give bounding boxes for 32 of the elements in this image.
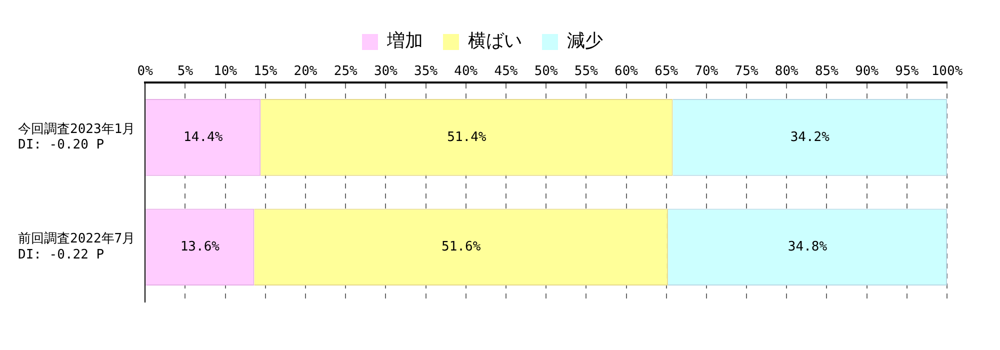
x-tick-label: 85% bbox=[814, 64, 839, 80]
y-tick-label: 前回調査2022年7月 DI: -0.22 P bbox=[18, 232, 136, 262]
x-tick-label: 60% bbox=[614, 64, 638, 80]
x-tick-label: 10% bbox=[214, 64, 238, 80]
x-tick-label: 55% bbox=[574, 64, 598, 80]
data-label: 13.6% bbox=[180, 240, 220, 255]
legend-label: 減少 bbox=[567, 30, 603, 52]
data-label: 51.6% bbox=[442, 240, 481, 255]
x-tick-label: 95% bbox=[895, 64, 919, 80]
x-tick-label: 15% bbox=[254, 64, 278, 80]
legend-label: 横ばい bbox=[468, 30, 522, 52]
data-label: 34.8% bbox=[788, 240, 828, 255]
y-tick-label: 今回調査2023年1月 DI: -0.20 P bbox=[18, 122, 136, 153]
x-tick-label: 50% bbox=[534, 64, 558, 80]
x-tick-label: 25% bbox=[334, 64, 358, 80]
x-tick-label: 40% bbox=[454, 64, 478, 80]
data-label: 51.4% bbox=[447, 130, 486, 145]
x-tick-label: 5% bbox=[177, 64, 194, 80]
x-tick-label: 0% bbox=[137, 64, 154, 80]
x-tick-label: 45% bbox=[494, 64, 518, 80]
legend-label: 増加 bbox=[386, 30, 423, 52]
x-tick-label: 70% bbox=[694, 64, 718, 80]
x-tick-label: 100% bbox=[931, 64, 963, 80]
data-label: 34.2% bbox=[790, 130, 830, 145]
x-tick-label: 80% bbox=[774, 64, 799, 80]
x-tick-label: 20% bbox=[294, 64, 318, 80]
x-tick-label: 30% bbox=[374, 64, 398, 80]
x-tick-label: 75% bbox=[734, 64, 758, 80]
x-tick-label: 90% bbox=[855, 64, 879, 80]
data-label: 14.4% bbox=[184, 130, 223, 145]
x-tick-label: 35% bbox=[414, 64, 438, 80]
x-tick-label: 65% bbox=[654, 64, 678, 80]
